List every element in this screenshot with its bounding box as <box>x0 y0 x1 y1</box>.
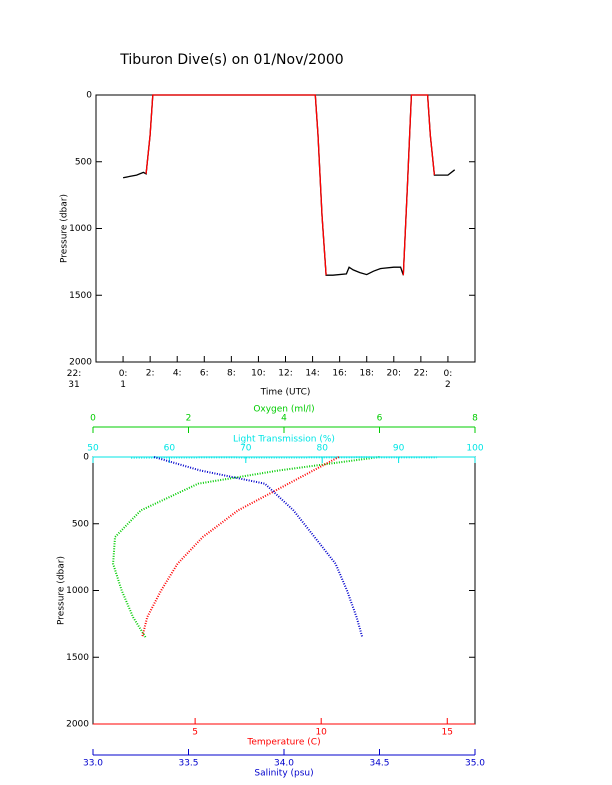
y-axis-label: Pressure (dbar) <box>57 556 67 625</box>
x-tick-label: 8 <box>472 414 478 424</box>
x-tick-label: 60 <box>164 444 176 454</box>
x-tick-label: 0: 2 <box>444 369 453 390</box>
x-tick-label: 14: <box>305 369 319 379</box>
x-tick-label: 15 <box>442 728 453 738</box>
x-tick-label: 4 <box>281 414 287 424</box>
profile-dots <box>112 456 380 638</box>
profile-dots <box>141 456 340 638</box>
x-tick-label: 18: <box>359 369 373 379</box>
x-tick-label: 6: <box>200 369 209 379</box>
y-axis-label: Pressure (dbar) <box>60 194 70 263</box>
profile-line <box>145 94 436 276</box>
y-tick-label: 1000 <box>69 224 92 234</box>
x-tick-label: 33.0 <box>83 759 103 769</box>
y-tick-label: 1500 <box>66 653 89 663</box>
x-tick-label: 34.5 <box>369 759 389 769</box>
x-tick-label: 0: 1 <box>119 369 128 390</box>
x-tick-label: 10: <box>251 369 265 379</box>
x-tick-label: 22: <box>414 369 428 379</box>
x-tick-label: 0 <box>90 414 96 424</box>
x-axis-label: Oxygen (ml/l) <box>253 405 314 415</box>
y-tick-label: 500 <box>72 519 89 529</box>
x-tick-label: 20: <box>387 369 401 379</box>
y-tick-label: 2000 <box>66 720 89 730</box>
y-tick-label: 0 <box>83 453 89 463</box>
x-tick-label: 8: <box>227 369 236 379</box>
x-tick-label: 2: <box>146 369 155 379</box>
plot-frame <box>95 94 476 363</box>
chart-title: Tiburon Dive(s) on 01/Nov/2000 <box>119 52 343 68</box>
y-tick-label: 1500 <box>69 291 92 301</box>
x-tick-label: 34.0 <box>274 759 294 769</box>
x-tick-label: 6 <box>377 414 383 424</box>
x-tick-label: 22: 31 <box>67 369 81 390</box>
x-tick-label: 33.5 <box>178 759 198 769</box>
x-tick-label: 16: <box>332 369 346 379</box>
y-tick-label: 1000 <box>66 586 89 596</box>
x-tick-label: 70 <box>240 444 252 454</box>
x-tick-label: 80 <box>316 444 328 454</box>
x-axis-label: Time (UTC) <box>260 388 311 398</box>
x-axis-label: Temperature (C) <box>246 738 320 748</box>
x-tick-label: 50 <box>87 444 99 454</box>
x-tick-label: 4: <box>173 369 182 379</box>
y-tick-label: 500 <box>75 157 92 167</box>
x-tick-label: 10 <box>315 728 327 738</box>
x-tick-label: 90 <box>393 444 405 454</box>
y-tick-label: 0 <box>86 91 92 101</box>
plot-frame <box>92 456 476 725</box>
x-axis-label: Salinity (psu) <box>254 769 313 779</box>
y-tick-label: 2000 <box>69 358 92 368</box>
x-tick-label: 12: <box>278 369 292 379</box>
x-tick-label: 2 <box>186 414 192 424</box>
x-tick-label: 35.0 <box>465 759 485 769</box>
profile-dots <box>153 456 364 638</box>
x-tick-label: 100 <box>466 444 483 454</box>
x-tick-label: 5 <box>192 728 198 738</box>
x-axis-label: Light Transmission (%) <box>233 435 335 445</box>
